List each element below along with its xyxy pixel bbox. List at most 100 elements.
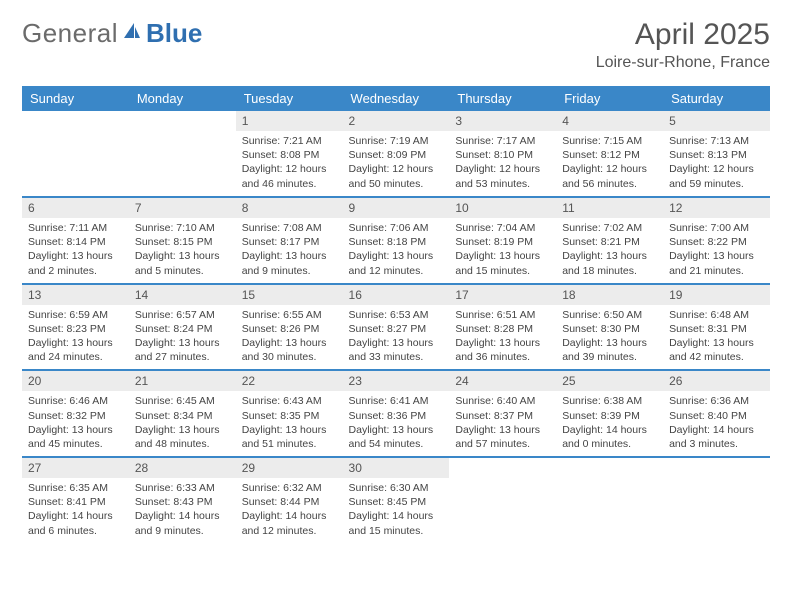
day-details: Sunrise: 6:33 AMSunset: 8:43 PMDaylight:… (129, 478, 236, 543)
day-number: 22 (236, 371, 343, 391)
day-details: Sunrise: 7:10 AMSunset: 8:15 PMDaylight:… (129, 218, 236, 283)
weekday-header: Friday (556, 86, 663, 111)
calendar-row: ....1Sunrise: 7:21 AMSunset: 8:08 PMDayl… (22, 111, 770, 197)
day-number: 29 (236, 458, 343, 478)
weekday-header: Monday (129, 86, 236, 111)
day-details: Sunrise: 6:57 AMSunset: 8:24 PMDaylight:… (129, 305, 236, 370)
calendar-cell: 8Sunrise: 7:08 AMSunset: 8:17 PMDaylight… (236, 197, 343, 284)
calendar-cell: .. (663, 457, 770, 543)
calendar-cell: 30Sunrise: 6:30 AMSunset: 8:45 PMDayligh… (343, 457, 450, 543)
weekday-header: Sunday (22, 86, 129, 111)
calendar-cell: 22Sunrise: 6:43 AMSunset: 8:35 PMDayligh… (236, 370, 343, 457)
day-number: 26 (663, 371, 770, 391)
weekday-header: Tuesday (236, 86, 343, 111)
day-number: 30 (343, 458, 450, 478)
calendar-cell: 27Sunrise: 6:35 AMSunset: 8:41 PMDayligh… (22, 457, 129, 543)
day-details: Sunrise: 6:43 AMSunset: 8:35 PMDaylight:… (236, 391, 343, 456)
calendar-cell: 21Sunrise: 6:45 AMSunset: 8:34 PMDayligh… (129, 370, 236, 457)
calendar-cell: 17Sunrise: 6:51 AMSunset: 8:28 PMDayligh… (449, 284, 556, 371)
day-details: Sunrise: 7:02 AMSunset: 8:21 PMDaylight:… (556, 218, 663, 283)
day-details: Sunrise: 6:36 AMSunset: 8:40 PMDaylight:… (663, 391, 770, 456)
day-number: 13 (22, 285, 129, 305)
day-details: Sunrise: 6:48 AMSunset: 8:31 PMDaylight:… (663, 305, 770, 370)
day-details: Sunrise: 6:51 AMSunset: 8:28 PMDaylight:… (449, 305, 556, 370)
day-details: Sunrise: 7:00 AMSunset: 8:22 PMDaylight:… (663, 218, 770, 283)
day-number: 9 (343, 198, 450, 218)
day-number: 24 (449, 371, 556, 391)
calendar-cell: 23Sunrise: 6:41 AMSunset: 8:36 PMDayligh… (343, 370, 450, 457)
day-number: 11 (556, 198, 663, 218)
day-number: 19 (663, 285, 770, 305)
calendar-cell: 28Sunrise: 6:33 AMSunset: 8:43 PMDayligh… (129, 457, 236, 543)
day-number: 4 (556, 111, 663, 131)
calendar-cell: .. (449, 457, 556, 543)
day-details: Sunrise: 6:40 AMSunset: 8:37 PMDaylight:… (449, 391, 556, 456)
day-number: 25 (556, 371, 663, 391)
day-number: 12 (663, 198, 770, 218)
calendar-cell: 3Sunrise: 7:17 AMSunset: 8:10 PMDaylight… (449, 111, 556, 197)
day-number: 23 (343, 371, 450, 391)
day-number: 17 (449, 285, 556, 305)
day-number: 3 (449, 111, 556, 131)
calendar-cell: 14Sunrise: 6:57 AMSunset: 8:24 PMDayligh… (129, 284, 236, 371)
month-title: April 2025 (596, 18, 770, 52)
calendar-cell: 29Sunrise: 6:32 AMSunset: 8:44 PMDayligh… (236, 457, 343, 543)
day-details: Sunrise: 7:11 AMSunset: 8:14 PMDaylight:… (22, 218, 129, 283)
calendar-cell: 20Sunrise: 6:46 AMSunset: 8:32 PMDayligh… (22, 370, 129, 457)
calendar-cell: 18Sunrise: 6:50 AMSunset: 8:30 PMDayligh… (556, 284, 663, 371)
day-number: 27 (22, 458, 129, 478)
calendar-cell: 5Sunrise: 7:13 AMSunset: 8:13 PMDaylight… (663, 111, 770, 197)
day-number: 1 (236, 111, 343, 131)
calendar-cell: 26Sunrise: 6:36 AMSunset: 8:40 PMDayligh… (663, 370, 770, 457)
calendar-cell: .. (22, 111, 129, 197)
header: General Blue April 2025 Loire-sur-Rhone,… (22, 18, 770, 72)
calendar-cell: 19Sunrise: 6:48 AMSunset: 8:31 PMDayligh… (663, 284, 770, 371)
day-details: Sunrise: 7:04 AMSunset: 8:19 PMDaylight:… (449, 218, 556, 283)
calendar-cell: 24Sunrise: 6:40 AMSunset: 8:37 PMDayligh… (449, 370, 556, 457)
day-number: 28 (129, 458, 236, 478)
calendar-row: 20Sunrise: 6:46 AMSunset: 8:32 PMDayligh… (22, 370, 770, 457)
calendar-row: 13Sunrise: 6:59 AMSunset: 8:23 PMDayligh… (22, 284, 770, 371)
weekday-header: Saturday (663, 86, 770, 111)
calendar-cell: 13Sunrise: 6:59 AMSunset: 8:23 PMDayligh… (22, 284, 129, 371)
day-number: 14 (129, 285, 236, 305)
day-details: Sunrise: 6:46 AMSunset: 8:32 PMDaylight:… (22, 391, 129, 456)
calendar-cell: 9Sunrise: 7:06 AMSunset: 8:18 PMDaylight… (343, 197, 450, 284)
logo: General Blue (22, 18, 202, 49)
day-details: Sunrise: 6:32 AMSunset: 8:44 PMDaylight:… (236, 478, 343, 543)
day-number: 7 (129, 198, 236, 218)
day-details: Sunrise: 7:08 AMSunset: 8:17 PMDaylight:… (236, 218, 343, 283)
day-details: Sunrise: 6:53 AMSunset: 8:27 PMDaylight:… (343, 305, 450, 370)
logo-text-general: General (22, 18, 118, 49)
day-details: Sunrise: 7:19 AMSunset: 8:09 PMDaylight:… (343, 131, 450, 196)
day-details: Sunrise: 6:41 AMSunset: 8:36 PMDaylight:… (343, 391, 450, 456)
calendar-cell: 7Sunrise: 7:10 AMSunset: 8:15 PMDaylight… (129, 197, 236, 284)
day-details: Sunrise: 6:55 AMSunset: 8:26 PMDaylight:… (236, 305, 343, 370)
day-number: 16 (343, 285, 450, 305)
day-number: 20 (22, 371, 129, 391)
day-number: 21 (129, 371, 236, 391)
calendar-cell: 11Sunrise: 7:02 AMSunset: 8:21 PMDayligh… (556, 197, 663, 284)
day-number: 2 (343, 111, 450, 131)
location: Loire-sur-Rhone, France (596, 54, 770, 72)
calendar-cell: .. (129, 111, 236, 197)
day-number: 5 (663, 111, 770, 131)
day-number: 15 (236, 285, 343, 305)
logo-sail-icon (122, 21, 142, 46)
day-details: Sunrise: 7:15 AMSunset: 8:12 PMDaylight:… (556, 131, 663, 196)
day-details: Sunrise: 7:21 AMSunset: 8:08 PMDaylight:… (236, 131, 343, 196)
title-block: April 2025 Loire-sur-Rhone, France (596, 18, 770, 72)
day-details: Sunrise: 7:06 AMSunset: 8:18 PMDaylight:… (343, 218, 450, 283)
calendar-cell: 16Sunrise: 6:53 AMSunset: 8:27 PMDayligh… (343, 284, 450, 371)
day-number: 8 (236, 198, 343, 218)
day-details: Sunrise: 7:13 AMSunset: 8:13 PMDaylight:… (663, 131, 770, 196)
day-details: Sunrise: 6:35 AMSunset: 8:41 PMDaylight:… (22, 478, 129, 543)
logo-text-blue: Blue (146, 18, 202, 49)
calendar-cell: 4Sunrise: 7:15 AMSunset: 8:12 PMDaylight… (556, 111, 663, 197)
calendar-cell: 15Sunrise: 6:55 AMSunset: 8:26 PMDayligh… (236, 284, 343, 371)
day-number: 10 (449, 198, 556, 218)
calendar-row: 27Sunrise: 6:35 AMSunset: 8:41 PMDayligh… (22, 457, 770, 543)
calendar-cell: 25Sunrise: 6:38 AMSunset: 8:39 PMDayligh… (556, 370, 663, 457)
day-details: Sunrise: 6:30 AMSunset: 8:45 PMDaylight:… (343, 478, 450, 543)
calendar-table: SundayMondayTuesdayWednesdayThursdayFrid… (22, 86, 770, 543)
